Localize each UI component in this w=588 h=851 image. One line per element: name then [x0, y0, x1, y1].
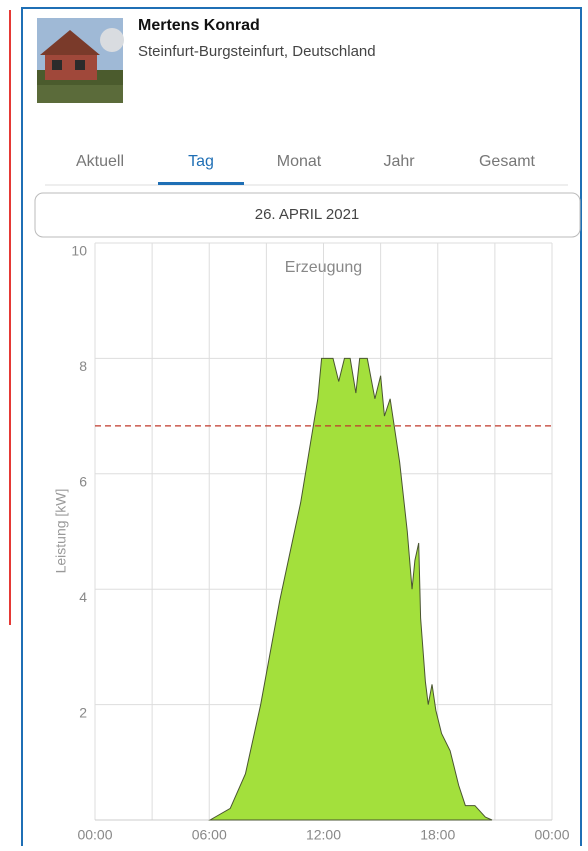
tab[interactable]: Tag [188, 153, 214, 170]
chart-title: Erzeugung [285, 259, 362, 276]
x-tick-label: 12:00 [306, 827, 341, 843]
y-tick-label: 6 [79, 474, 87, 490]
date-box[interactable] [34, 192, 581, 238]
x-tick-label: 00:00 [77, 827, 112, 843]
tab-indicator [158, 182, 244, 185]
profile-name: Mertens Konrad [138, 17, 260, 34]
tab[interactable]: Aktuell [76, 153, 124, 170]
x-tick-label: 00:00 [534, 827, 569, 843]
tab[interactable]: Monat [277, 153, 322, 170]
y-tick-label: 4 [79, 589, 87, 605]
profile-location: Steinfurt-Burgsteinfurt, Deutschland [138, 43, 376, 60]
y-tick-label: 2 [79, 704, 87, 720]
y-axis-label: Leistung [kW] [53, 489, 69, 574]
profile-photo [37, 18, 124, 103]
y-tick-label: 8 [79, 358, 87, 374]
date-label: 26. APRIL 2021 [255, 206, 360, 223]
tab[interactable]: Gesamt [479, 153, 536, 170]
y-tick-label: 10 [71, 243, 87, 259]
area [208, 357, 493, 821]
x-tick-label: 18:00 [420, 827, 455, 843]
frame [21, 7, 582, 851]
x-tick-label: 06:00 [192, 827, 227, 843]
tab[interactable]: Jahr [383, 153, 415, 170]
